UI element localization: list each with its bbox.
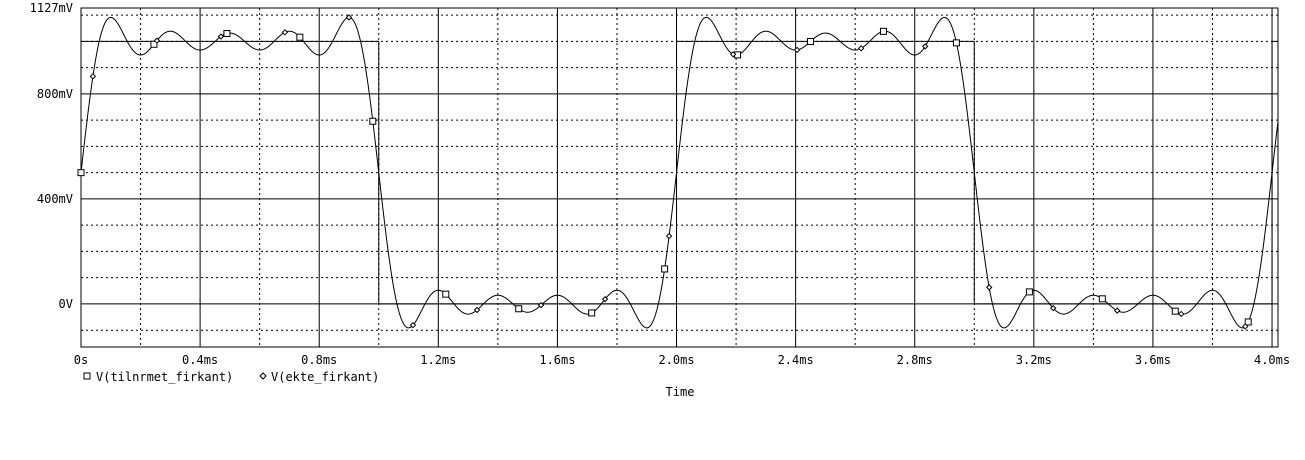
- diamond-marker: [537, 301, 545, 309]
- x-tick-label: 2.4ms: [778, 353, 814, 367]
- legend-label-1: V(tilnrmet_firkant): [96, 370, 233, 384]
- diamond-marker: [217, 33, 225, 40]
- diamond-marker: [89, 73, 97, 80]
- x-tick-label: 3.6ms: [1135, 353, 1171, 367]
- diamond-marker: [665, 232, 673, 240]
- x-tick-label: 0.4ms: [182, 353, 218, 367]
- curves: [80, 16, 1279, 329]
- diamond-marker: [1242, 323, 1249, 330]
- diamond-marker: [793, 46, 801, 54]
- square-marker: [1171, 307, 1179, 315]
- series-tilnrmet-firkant-line: [80, 16, 1279, 329]
- legend-label-2: V(ekte_firkant): [271, 370, 379, 384]
- square-marker: [879, 27, 887, 35]
- square-marker: [661, 265, 669, 273]
- x-tick-label: 1.6ms: [539, 353, 575, 367]
- square-marker: [1025, 288, 1033, 296]
- diamond-marker: [473, 306, 481, 314]
- diamond-marker: [729, 51, 737, 58]
- square-marker: [442, 290, 450, 298]
- square-marker: [807, 37, 815, 45]
- x-tick-label: 3.2ms: [1016, 353, 1052, 367]
- square-marker: [1098, 295, 1106, 303]
- square-marker: [77, 169, 85, 177]
- x-tick-label: 2.8ms: [897, 353, 933, 367]
- markers: [77, 14, 1252, 330]
- square-marker: [588, 309, 596, 317]
- y-tick-label: 400mV: [37, 192, 73, 206]
- square-marker: [952, 39, 960, 47]
- y-tick-labels: 1127mV 800mV 400mV 0V: [30, 1, 73, 311]
- x-tick-label: 0.8ms: [301, 353, 337, 367]
- square-marker: [515, 305, 523, 313]
- x-tick-label: 0s: [74, 353, 88, 367]
- legend: V(tilnrmet_firkant) V(ekte_firkant): [83, 370, 379, 384]
- square-marker: [223, 29, 231, 37]
- diamond-marker: [601, 295, 609, 303]
- diamond-marker: [409, 321, 417, 329]
- square-marker: [296, 33, 304, 41]
- y-tick-label: 1127mV: [30, 1, 73, 15]
- diamond-marker: [1178, 310, 1185, 318]
- diamond-marker: [985, 284, 993, 291]
- x-tick-label: 2.0ms: [658, 353, 694, 367]
- diamond-marker: [345, 14, 353, 21]
- square-marker: [150, 40, 158, 48]
- legend-entry-2: V(ekte_firkant): [259, 370, 379, 384]
- legend-entry-1: V(tilnrmet_firkant): [83, 370, 233, 384]
- square-marker: [369, 117, 377, 125]
- diamond-marker: [1114, 307, 1121, 314]
- x-tick-label: 1.2ms: [420, 353, 456, 367]
- square-marker: [1244, 318, 1252, 326]
- legend-diamond-marker: [259, 372, 267, 380]
- diamond-marker: [153, 37, 161, 44]
- diamond-marker: [857, 45, 865, 52]
- diamond-marker: [1049, 304, 1057, 312]
- y-tick-label: 800mV: [37, 87, 73, 101]
- legend-square-marker: [83, 372, 91, 380]
- diamond-marker: [921, 43, 929, 50]
- series-ekte-firkant-line: [80, 40, 1278, 305]
- x-tick-labels: 0s 0.4ms 0.8ms 1.2ms 1.6ms 2.0ms 2.4ms 2.8ms 3.2…: [74, 353, 1290, 367]
- x-tick-label: 4.0ms: [1254, 353, 1290, 367]
- y-tick-label: 0V: [59, 297, 73, 311]
- x-axis-label: Time: [666, 385, 695, 399]
- diamond-marker: [281, 29, 289, 36]
